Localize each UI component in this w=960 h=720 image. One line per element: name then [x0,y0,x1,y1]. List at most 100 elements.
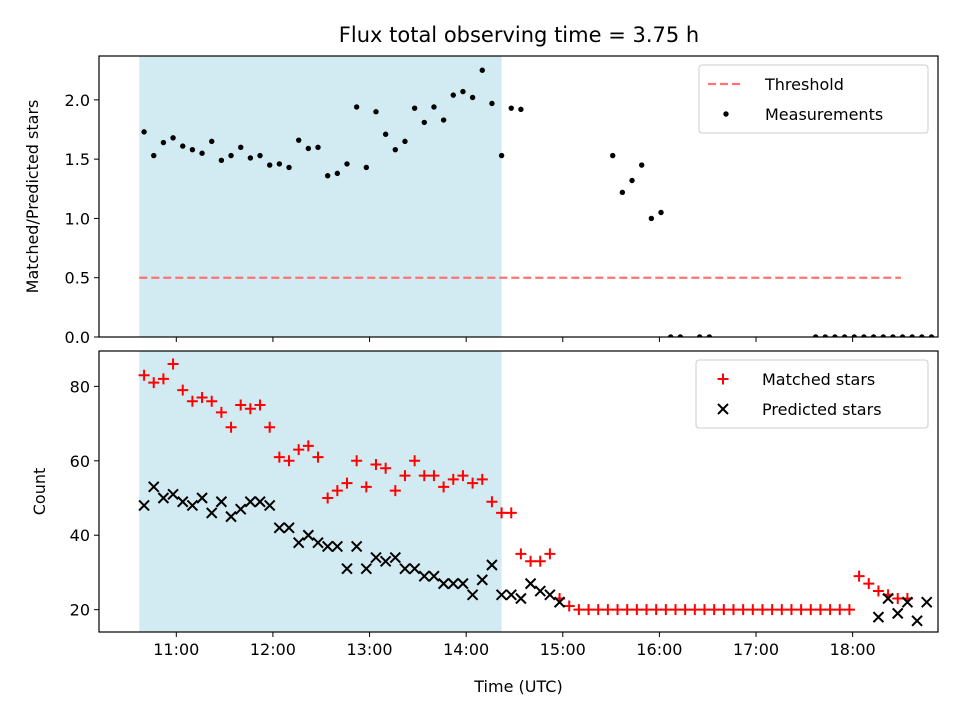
measurement-point [880,334,886,337]
matched-star-point [670,604,682,616]
measurement-point [890,334,896,337]
measurement-point [247,155,254,161]
matched-star-point [621,604,633,616]
predicted-star-point [321,540,334,553]
y-axis-label: Count [30,468,49,516]
matched-star-point [766,604,778,616]
chart-title: Flux total observing time = 3.75 h [339,23,699,47]
y-tick-label: 1.0 [65,209,90,228]
measurement-point [180,143,186,149]
measurement-point [460,88,466,95]
matched-star-point [360,481,372,493]
predicted-star-point [466,589,479,601]
measurement-point [170,135,176,141]
matched-star-point [428,470,440,482]
matched-star-point [254,399,266,411]
measurement-point [141,129,147,135]
measurement-point [305,145,312,152]
predicted-star-point [177,496,189,508]
matched-star-point [641,604,653,616]
predicted-star-point [486,559,498,571]
measurement-point [286,164,292,171]
matched-star-point [718,604,730,616]
matched-star-point [853,570,865,582]
matched-star-point [795,604,807,616]
predicted-star-point [399,563,411,575]
measurement-point [610,152,616,159]
matched-star-point [592,604,604,616]
matched-star-point [148,377,160,389]
measurement-point [392,146,399,153]
predicted-star-point [196,492,208,504]
x-tick-label: 16:00 [636,640,682,659]
measurement-point [851,334,857,337]
predicted-star-point [872,611,885,623]
predicted-star-point [476,574,488,586]
measurement-point [363,164,370,171]
measurement-point [899,334,906,337]
measurement-point [822,334,828,337]
matched-star-point [322,492,334,504]
measurement-point [518,106,524,113]
measurement-point [919,334,925,337]
predicted-star-point [312,536,324,549]
matched-star-point [235,399,247,411]
measurement-point [189,146,196,153]
observing-span-shade [139,56,502,337]
x-tick-label: 11:00 [153,640,199,659]
matched-star-point [814,604,826,616]
matched-star-point [573,604,585,616]
panel-ratio: 0.0 0.5 1.0 1.5 2.0 Matched/Predicted stars Th… [23,55,939,347]
axes-frame [98,55,939,338]
predicted-star-point [360,563,373,575]
measurement-point [421,119,427,126]
legend-box [698,64,929,134]
matched-star-point [331,485,343,497]
predicted-star-point [418,570,431,582]
legend-matched-handle [717,373,729,385]
measurement-point [658,209,664,216]
predicted-star-point [292,536,305,549]
matched-star-point [515,548,527,560]
x-tick-label: 12:00 [250,640,296,659]
measurement-point [909,334,915,337]
measurement-point [238,144,244,150]
measurement-point [677,334,684,337]
matched-star-point [138,369,150,381]
measurement-point [295,137,302,143]
matched-star-point [756,604,768,616]
matched-star-point [206,395,218,407]
predicted-star-point [215,496,228,508]
predicted-star-point [379,555,392,567]
matched-star-point [583,604,595,616]
measurement-point [841,334,848,337]
measurement-point [648,215,655,222]
matched-star-point [351,455,363,467]
measurement-point [498,152,505,159]
measurement-point [373,109,379,115]
predicted-star-point [457,577,469,590]
measurement-point [324,173,331,179]
measurement-point [479,67,485,73]
matched-star-point [447,473,459,485]
y-tick-label: 0.5 [65,269,90,288]
measurement-point [450,92,456,98]
predicted-star-point [437,577,450,590]
matched-star-point [467,477,479,489]
matched-star-point [283,455,295,467]
series-markers [141,67,935,337]
measurement-point [440,117,447,123]
predicted-star-point [892,607,904,620]
matched-star-point [534,555,546,567]
predicted-star-point [408,563,421,575]
matched-star-point [341,477,353,489]
matched-star-point [737,604,749,616]
matched-star-point [302,440,314,452]
predicted-star-point [911,615,923,627]
measurement-point [638,162,645,168]
matched-star-point [273,451,285,463]
matched-star-point [409,455,421,467]
measurement-point [431,104,437,110]
measurement-point [315,144,321,150]
measurement-point [696,334,703,337]
